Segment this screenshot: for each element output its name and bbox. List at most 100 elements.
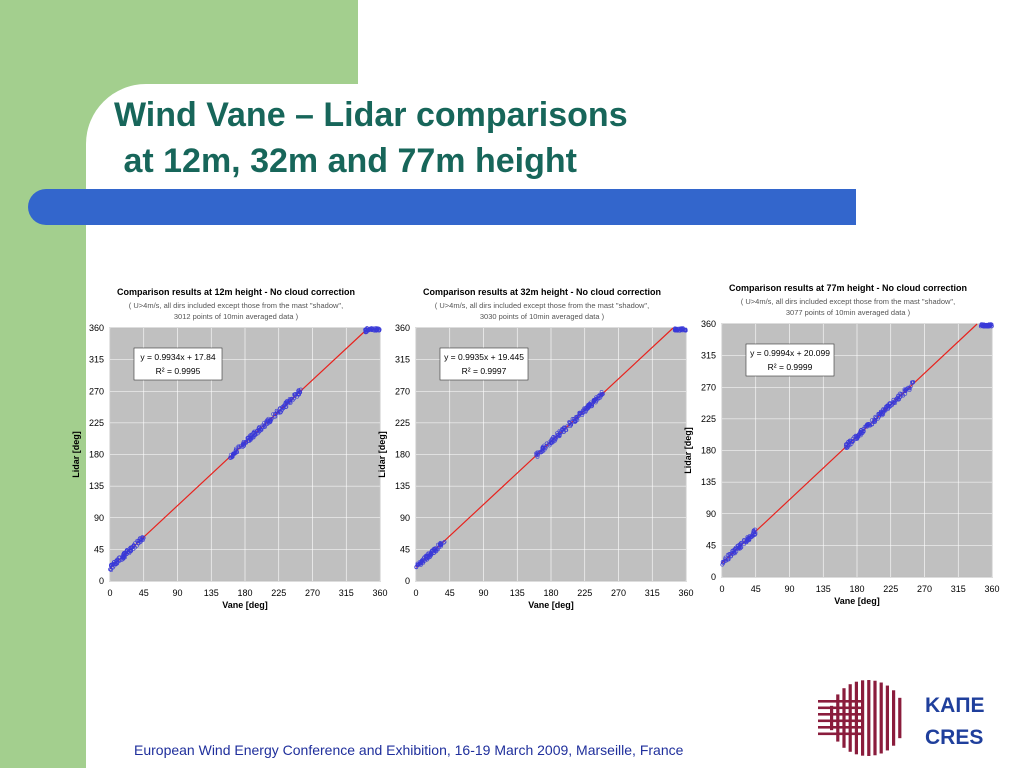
data-point bbox=[843, 444, 848, 449]
data-point bbox=[563, 425, 568, 430]
y-tick-label: 225 bbox=[89, 418, 104, 428]
data-point bbox=[846, 442, 851, 447]
x-tick-label: 360 bbox=[984, 584, 999, 594]
data-point bbox=[861, 428, 866, 433]
data-point bbox=[555, 431, 559, 436]
x-tick-label: 270 bbox=[611, 588, 626, 598]
data-point bbox=[596, 393, 601, 398]
data-point bbox=[732, 549, 737, 553]
y-tick-label: 315 bbox=[701, 351, 716, 361]
data-point bbox=[551, 435, 555, 440]
data-point bbox=[568, 422, 573, 427]
data-point bbox=[753, 527, 757, 532]
x-tick-label: 180 bbox=[849, 584, 864, 594]
x-tick-label: 180 bbox=[237, 588, 252, 598]
x-tick-label: 315 bbox=[339, 588, 354, 598]
data-point bbox=[260, 423, 265, 428]
data-point bbox=[113, 561, 117, 566]
data-point bbox=[109, 568, 114, 573]
logo-bar bbox=[818, 732, 864, 736]
y-tick-label: 90 bbox=[94, 513, 104, 523]
y-tick-label: 225 bbox=[395, 418, 410, 428]
data-point bbox=[273, 414, 278, 419]
data-point bbox=[374, 327, 379, 332]
y-tick-label: 135 bbox=[701, 477, 716, 487]
data-point bbox=[910, 380, 915, 385]
data-point bbox=[853, 433, 858, 438]
data-point bbox=[419, 559, 424, 564]
data-point bbox=[117, 555, 121, 560]
data-point bbox=[274, 408, 279, 413]
y-tick-label: 180 bbox=[701, 446, 716, 456]
data-point bbox=[562, 426, 567, 430]
data-point bbox=[257, 427, 262, 432]
data-point bbox=[749, 535, 754, 539]
logo-stripe bbox=[830, 705, 834, 731]
data-point bbox=[580, 409, 585, 414]
blue-divider-bar bbox=[28, 189, 856, 225]
x-tick-label: 225 bbox=[271, 588, 286, 598]
y-axis-label: Lidar [deg] bbox=[683, 427, 693, 474]
data-point bbox=[853, 435, 858, 439]
data-point bbox=[231, 451, 236, 456]
data-point bbox=[878, 409, 883, 414]
y-tick-label: 315 bbox=[89, 355, 104, 365]
data-point bbox=[723, 557, 727, 562]
data-point bbox=[434, 548, 439, 553]
data-point bbox=[129, 549, 134, 553]
logo-bar bbox=[818, 719, 864, 723]
logo-text-greek: ΚΑΠΕ bbox=[925, 694, 985, 717]
chart-subtitle-line1: ( U>4m/s, all dirs included except those… bbox=[741, 297, 955, 306]
data-point bbox=[673, 328, 678, 333]
y-tick-label: 270 bbox=[395, 386, 410, 396]
data-point bbox=[376, 328, 381, 333]
slide-title: Wind Vane – Lidar comparisons at 12m, 32… bbox=[114, 92, 814, 184]
x-axis-label: Vane [deg] bbox=[528, 600, 574, 610]
data-point bbox=[273, 412, 278, 417]
data-point bbox=[896, 394, 901, 399]
equation-box bbox=[439, 347, 529, 381]
data-point bbox=[564, 428, 569, 433]
data-point bbox=[141, 535, 145, 540]
data-point bbox=[552, 438, 557, 443]
data-point bbox=[438, 544, 443, 549]
chart-title: Comparison results at 32m height - No cl… bbox=[423, 287, 661, 297]
data-point bbox=[544, 443, 549, 448]
data-point bbox=[901, 393, 906, 398]
x-tick-label: 270 bbox=[917, 584, 932, 594]
data-point bbox=[896, 395, 901, 400]
data-point bbox=[896, 397, 901, 402]
data-point bbox=[424, 554, 428, 559]
chart-subtitle-line2: 3077 points of 10min averaged data ) bbox=[786, 308, 911, 317]
logo-stripe bbox=[842, 688, 846, 748]
data-point bbox=[599, 390, 604, 394]
data-point bbox=[908, 384, 913, 389]
fit-equation: y = 0.9994x + 20.099 bbox=[750, 348, 830, 358]
data-point bbox=[887, 401, 892, 406]
y-tick-label: 135 bbox=[395, 481, 410, 491]
logo-bar bbox=[818, 713, 864, 716]
data-point bbox=[132, 541, 137, 546]
data-point bbox=[230, 455, 235, 459]
data-point bbox=[904, 387, 908, 391]
y-tick-label: 225 bbox=[701, 414, 716, 424]
data-point bbox=[434, 549, 438, 554]
fit-equation: y = 0.9934x + 17.84 bbox=[140, 352, 215, 362]
data-point bbox=[732, 550, 736, 555]
data-point bbox=[121, 555, 126, 560]
data-point bbox=[240, 443, 245, 447]
data-point bbox=[593, 397, 598, 402]
y-tick-label: 270 bbox=[89, 386, 104, 396]
x-tick-label: 135 bbox=[510, 588, 525, 598]
data-point bbox=[124, 548, 129, 553]
y-axis-label: Lidar [deg] bbox=[71, 431, 81, 478]
fit-r-squared: R² = 0.9997 bbox=[462, 366, 507, 376]
scatter-chart-12m: Comparison results at 12m height - No cl… bbox=[71, 287, 388, 610]
data-point bbox=[427, 553, 432, 558]
data-point bbox=[418, 561, 423, 565]
data-point bbox=[292, 396, 296, 401]
logo-stripe bbox=[854, 681, 858, 755]
data-point bbox=[279, 410, 283, 414]
data-point bbox=[269, 417, 274, 421]
x-tick-label: 225 bbox=[883, 584, 898, 594]
